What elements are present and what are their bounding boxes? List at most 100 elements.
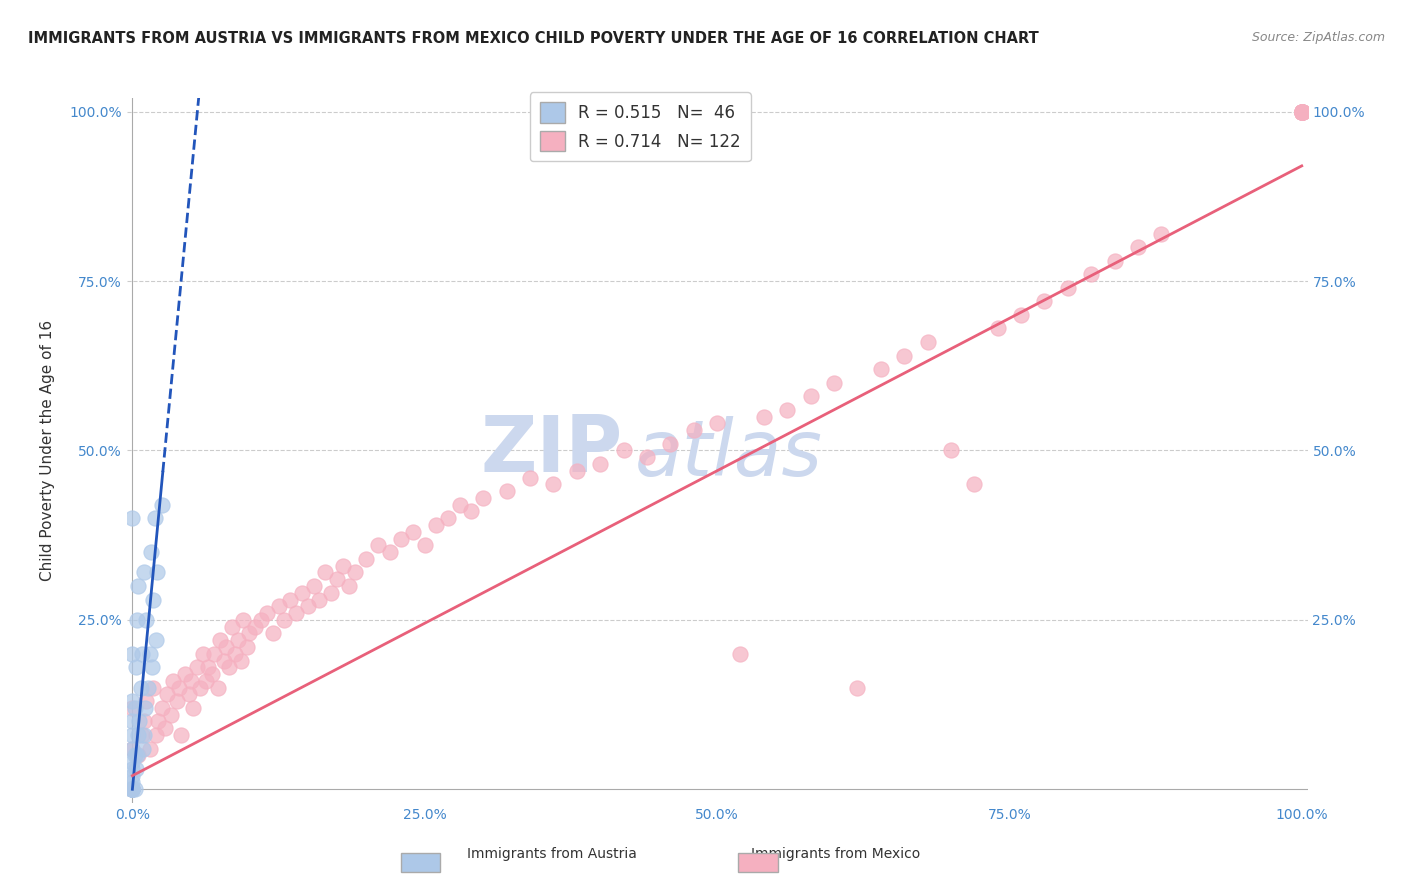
Point (121, 782, 143, 797)
Point (134, 701, 156, 715)
Point (413, 538, 436, 552)
Point (706, 417, 728, 431)
Point (174, 667, 197, 681)
Point (201, 667, 224, 681)
Point (121, 647, 143, 661)
Point (125, 748, 148, 763)
Point (141, 660, 163, 674)
Point (224, 647, 246, 661)
Point (337, 579, 360, 593)
Point (142, 592, 165, 607)
Point (378, 545, 401, 559)
Point (1150, 227, 1173, 241)
Point (146, 566, 169, 580)
Point (129, 681, 152, 695)
Point (124, 701, 146, 715)
Point (1291, 104, 1313, 119)
Point (121, 782, 143, 797)
Point (125, 613, 148, 627)
Point (131, 647, 153, 661)
Point (121, 755, 143, 769)
Point (1291, 104, 1313, 119)
Point (121, 782, 143, 797)
Point (146, 714, 169, 729)
Point (389, 532, 412, 546)
Point (1291, 104, 1313, 119)
Point (181, 701, 204, 715)
Point (121, 775, 143, 789)
Point (987, 321, 1010, 335)
Point (1291, 104, 1313, 119)
Point (209, 633, 232, 648)
Point (1033, 294, 1056, 309)
Point (156, 687, 179, 701)
Point (202, 647, 225, 661)
Text: Source: ZipAtlas.com: Source: ZipAtlas.com (1251, 31, 1385, 45)
Text: atlas: atlas (634, 416, 823, 492)
Point (1291, 104, 1313, 119)
Text: ZIP: ZIP (481, 412, 623, 489)
Point (132, 741, 155, 756)
Point (145, 728, 167, 742)
Point (124, 782, 146, 797)
Point (939, 443, 962, 458)
Point (145, 633, 167, 648)
Y-axis label: Child Poverty Under the Age of 16: Child Poverty Under the Age of 16 (41, 320, 55, 581)
Point (124, 748, 146, 763)
Point (162, 673, 184, 688)
Point (226, 633, 249, 648)
Point (1104, 253, 1126, 268)
Point (125, 660, 148, 674)
Point (121, 714, 143, 729)
Point (267, 599, 290, 614)
Point (1291, 104, 1313, 119)
Point (1291, 104, 1313, 119)
Point (139, 741, 162, 756)
Text: Immigrants from Austria: Immigrants from Austria (467, 847, 637, 861)
Point (160, 707, 183, 722)
Point (1291, 104, 1313, 119)
Text: IMMIGRANTS FROM AUSTRIA VS IMMIGRANTS FROM MEXICO CHILD POVERTY UNDER THE AGE OF: IMMIGRANTS FROM AUSTRIA VS IMMIGRANTS FR… (28, 31, 1039, 46)
Point (1291, 104, 1313, 119)
Point (1291, 104, 1313, 119)
Point (314, 566, 336, 580)
Point (343, 566, 366, 580)
Point (1291, 104, 1313, 119)
Point (869, 362, 891, 376)
Point (231, 653, 253, 667)
Point (917, 334, 939, 349)
Point (659, 436, 682, 450)
Point (121, 782, 143, 797)
Point (121, 694, 143, 708)
Point (121, 701, 143, 715)
Point (121, 782, 143, 797)
Point (195, 673, 218, 688)
Point (1126, 240, 1149, 254)
Point (285, 606, 308, 620)
Point (291, 586, 314, 600)
Point (132, 566, 155, 580)
Point (250, 613, 273, 627)
Point (730, 647, 752, 661)
Point (589, 457, 612, 471)
Point (188, 681, 211, 695)
Point (800, 389, 823, 403)
Point (893, 349, 915, 363)
Point (167, 681, 190, 695)
Point (1291, 104, 1313, 119)
Point (170, 728, 193, 742)
Point (127, 728, 149, 742)
Point (332, 558, 354, 573)
Point (150, 498, 173, 512)
Point (125, 762, 148, 776)
Point (186, 660, 208, 674)
Point (232, 613, 254, 627)
Point (262, 626, 284, 640)
Point (131, 728, 153, 742)
Point (135, 613, 157, 627)
Point (197, 660, 219, 674)
Point (273, 613, 295, 627)
Point (121, 782, 143, 797)
Point (139, 545, 162, 559)
Point (121, 741, 143, 756)
